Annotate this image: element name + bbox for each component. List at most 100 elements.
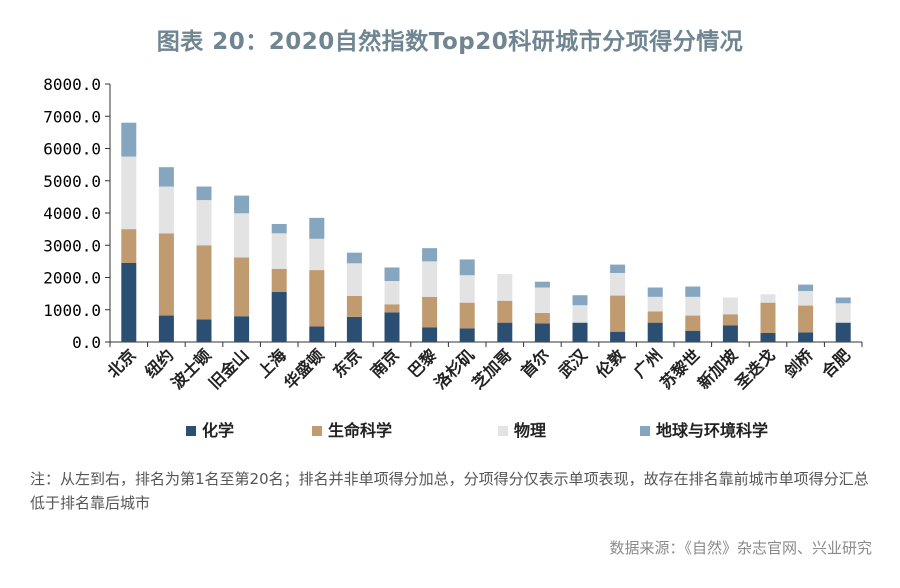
y-tick-label: 5000.0 (43, 172, 101, 191)
stacked-bar-chart: 0.0 1000.0 2000.0 3000.0 4000.0 5000.0 6000.0 7… (43, 75, 863, 440)
bar-segment (234, 257, 250, 317)
bar-segment (798, 291, 814, 306)
bar-segment (760, 294, 776, 303)
bar-segment (459, 302, 475, 329)
bar-segment (835, 303, 851, 323)
bar-segment (121, 229, 137, 263)
bar-segment (271, 268, 287, 293)
bar-segment (497, 273, 513, 301)
bar-segment (422, 327, 438, 342)
bar-segment (647, 322, 663, 342)
x-tick-label: 东京 (329, 345, 365, 381)
bar-segment (422, 248, 438, 262)
bar-segment (534, 312, 550, 324)
x-tick-label: 武汉 (555, 345, 592, 382)
bar-segment (271, 233, 287, 269)
legend-swatch (498, 426, 508, 436)
bar-segment (196, 245, 212, 320)
bar-segment (572, 305, 588, 323)
bar-segment (384, 304, 400, 313)
bar-segment (422, 261, 438, 297)
bar-segment (497, 322, 513, 342)
bar-segment (459, 259, 475, 276)
bar-segment (309, 238, 325, 271)
bar-segment (722, 325, 738, 342)
y-tick-label: 8000.0 (43, 75, 101, 94)
bar-segment (534, 287, 550, 313)
bar-segment (572, 295, 588, 306)
bar-segment (158, 315, 174, 342)
bar-segment (346, 295, 362, 317)
legend-swatch (640, 426, 650, 436)
bar-segment (121, 122, 137, 157)
legend-label: 化学 (202, 421, 234, 440)
x-tick-label: 合肥 (818, 345, 854, 381)
x-tick-label: 洛杉矶 (431, 345, 478, 392)
chart-note: 注：从左到右，排名为第1名至第20名；排名并非单项得分加总，分项得分仅表示单项表… (30, 470, 869, 512)
bar-segment (835, 297, 851, 304)
x-tick-label: 华盛顿 (280, 345, 327, 392)
x-tick-label: 旧金山 (205, 345, 252, 392)
bar-segment (647, 311, 663, 323)
bar-segment (384, 312, 400, 342)
bar-segment (196, 319, 212, 342)
bar-segment (572, 322, 588, 342)
bar-segment (722, 297, 738, 315)
bar-segment (610, 331, 626, 342)
y-tick-label: 6000.0 (43, 140, 101, 159)
x-tick-label: 剑桥 (780, 345, 817, 382)
bar-segment (384, 267, 400, 282)
bar-segment (760, 302, 776, 333)
bar-segment (534, 323, 550, 342)
bar-segment (422, 296, 438, 328)
bar-segment (610, 295, 626, 332)
x-tick-label: 南京 (367, 345, 403, 381)
bar-segment (346, 252, 362, 264)
bar-segment (384, 281, 400, 305)
bar-segment (722, 314, 738, 326)
bar-segment (158, 233, 174, 316)
bar-segment (271, 223, 287, 234)
y-tick-label: 3000.0 (43, 236, 101, 255)
bar-segment (647, 296, 663, 312)
bar-segment (459, 328, 475, 342)
y-tick-label: 4000.0 (43, 204, 101, 223)
bar-segment (798, 305, 814, 333)
legend-label: 物理 (514, 421, 546, 440)
chart-title: 图表 20：2020自然指数Top20科研城市分项得分情况 (156, 29, 744, 55)
bar-segment (610, 272, 626, 296)
bar-segment (309, 326, 325, 342)
bar-segment (534, 281, 550, 288)
bar-segment (497, 300, 513, 323)
bar-segment (121, 156, 137, 230)
bar-segment (685, 315, 701, 331)
bar-segment (685, 330, 701, 342)
bar-segment (271, 292, 287, 342)
x-tick-label: 芝加哥 (468, 345, 515, 392)
bar-segment (835, 322, 851, 342)
legend-label: 生命科学 (328, 421, 392, 440)
bar-segment (346, 263, 362, 296)
y-tick-label: 0.0 (72, 333, 101, 352)
bar-segment (234, 195, 250, 214)
bar-segment (798, 284, 814, 292)
bar-segment (158, 186, 174, 234)
x-tick-label: 北京 (104, 345, 140, 381)
bar-segment (346, 316, 362, 342)
x-tick-label: 首尔 (517, 345, 553, 381)
bar-segment (234, 316, 250, 342)
bar-segment (798, 332, 814, 342)
bar-segment (234, 213, 250, 258)
x-tick-label: 波士顿 (167, 345, 214, 392)
bar-segment (309, 270, 325, 327)
x-tick-label: 圣迭戈 (731, 345, 779, 393)
chart-bars (121, 122, 851, 342)
legend-swatch (312, 426, 322, 436)
bar-segment (647, 287, 663, 297)
data-source: 数据来源：《自然》杂志官网、兴业研究 (609, 539, 872, 557)
bar-segment (685, 296, 701, 316)
bar-segment (158, 167, 174, 187)
bar-segment (309, 217, 325, 239)
x-tick-label: 伦敦 (592, 345, 629, 382)
y-tick-label: 7000.0 (43, 107, 101, 126)
